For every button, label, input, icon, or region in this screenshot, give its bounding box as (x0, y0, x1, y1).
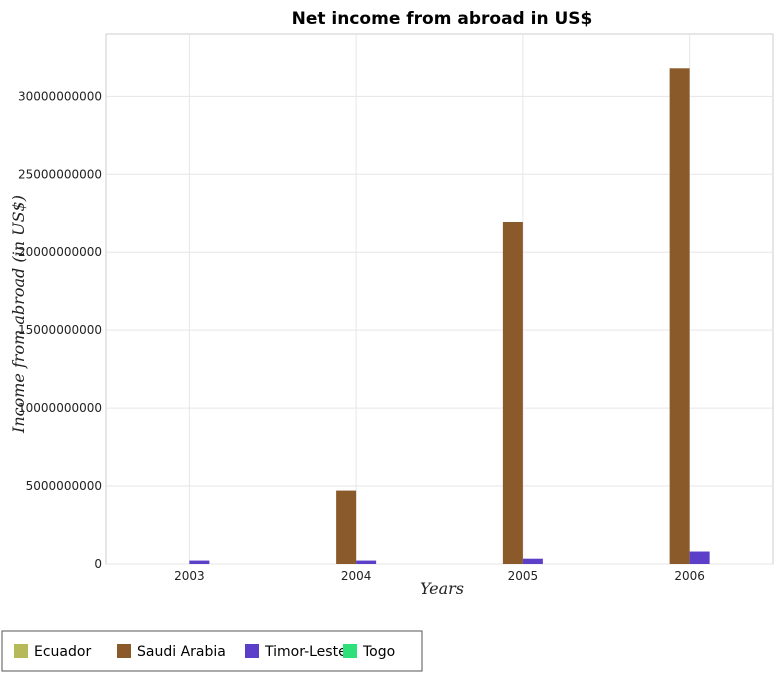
bar-saudi-arabia-2005 (502, 221, 523, 564)
y-tick-labels: 0 5000000000 10000000000 15000000000 2000000… (18, 89, 102, 571)
bar-timor-leste-2006 (689, 551, 710, 564)
legend-swatch-saudi-arabia (117, 644, 131, 658)
y-tick-label: 30000000000 (18, 89, 102, 103)
bar-timor-leste-2004 (356, 560, 377, 564)
y-tick-label: 5000000000 (26, 479, 102, 493)
chart-title: Net income from abroad in US$ (292, 9, 593, 29)
legend-label: Togo (362, 644, 395, 660)
x-tick-label: 2004 (341, 569, 372, 583)
y-axis-label: Income from abroad (in US$) (9, 195, 28, 434)
x-tick-label: 2003 (174, 569, 205, 583)
legend-label: Ecuador (34, 644, 91, 660)
x-axis-label: Years (420, 579, 464, 598)
legend-swatch-timor-leste (245, 644, 259, 658)
bar-saudi-arabia-2004 (336, 490, 357, 564)
legend: Ecuador Saudi Arabia Timor-Leste Togo (1, 630, 423, 672)
bar-timor-leste-2003 (189, 560, 210, 564)
bar-timor-leste-2005 (522, 558, 543, 564)
y-tick-label: 0 (94, 557, 102, 571)
legend-swatch-togo (343, 644, 357, 658)
bar-saudi-arabia-2006 (669, 68, 690, 564)
x-tick-label: 2005 (508, 569, 539, 583)
plot-area (189, 68, 710, 564)
y-tick-label: 10000000000 (18, 401, 102, 415)
legend-label: Saudi Arabia (137, 644, 226, 660)
x-tick-labels: 2003 2004 2005 2006 (174, 569, 705, 583)
y-tick-label: 15000000000 (18, 323, 102, 337)
legend-swatch-ecuador (14, 644, 28, 658)
x-tick-label: 2006 (674, 569, 705, 583)
legend-label: Timor-Leste (264, 644, 347, 660)
y-tick-label: 25000000000 (18, 167, 102, 181)
y-tick-label: 20000000000 (18, 245, 102, 259)
